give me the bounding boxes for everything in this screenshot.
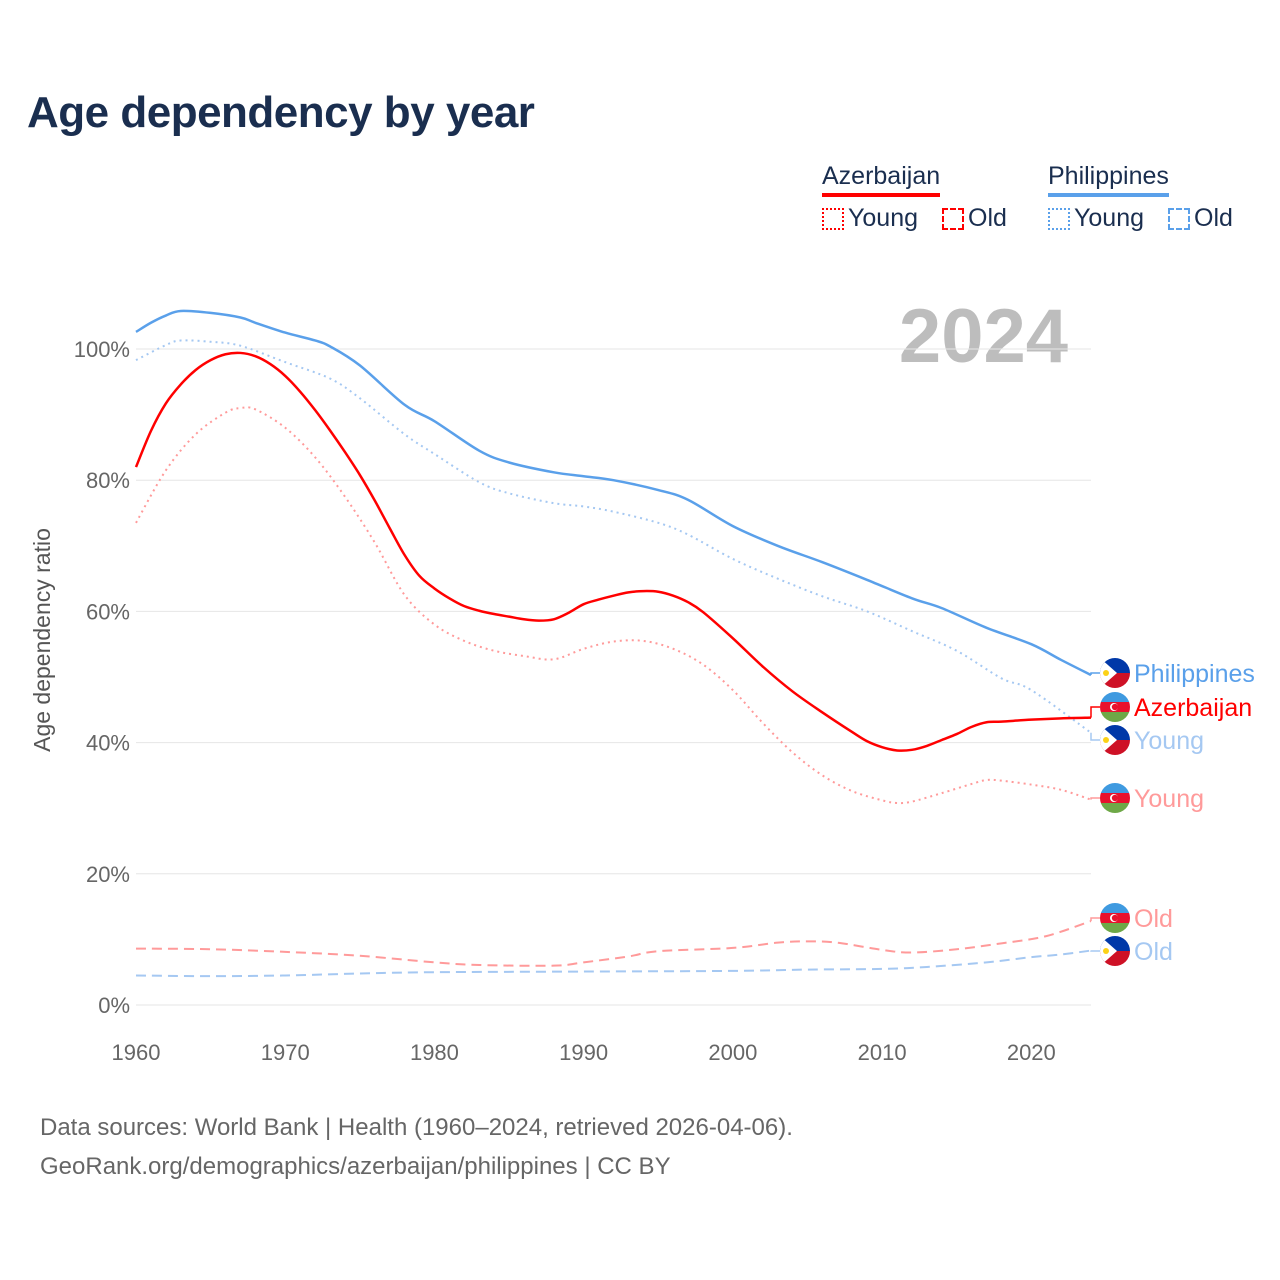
end-label: Azerbaijan (1134, 694, 1252, 722)
source-line-2[interactable]: GeoRank.org/demographics/azerbaijan/phil… (40, 1153, 671, 1180)
dashed-swatch-icon (942, 207, 964, 230)
source-line-1: Data sources: World Bank | Health (1960–… (40, 1114, 793, 1141)
azerbaijan-flag-icon (1100, 903, 1130, 933)
label-connector (1090, 917, 1100, 922)
legend-philippines-young[interactable]: Young (1048, 204, 1144, 233)
philippines-flag-icon (1100, 936, 1130, 966)
azerbaijan-flag-icon (1100, 692, 1130, 722)
end-label: Old (1134, 905, 1173, 933)
dashed-swatch-icon (1168, 207, 1190, 230)
legend-philippines[interactable]: Philippines (1048, 162, 1169, 197)
legend-label: Young (1074, 204, 1144, 232)
series-line-azerbaijan-old[interactable] (135, 920, 1092, 967)
source-note: Data sources: World Bank | Health (1960–… (40, 1108, 793, 1186)
legend-philippines-old[interactable]: Old (1168, 204, 1233, 233)
y-tick-label: 60% (86, 599, 130, 624)
end-label: Young (1134, 727, 1204, 755)
legend-azerbaijan-old[interactable]: Old (942, 204, 1007, 233)
y-tick-label: 20% (86, 862, 130, 887)
series-line-philippines-young[interactable] (135, 339, 1092, 734)
y-tick-label: 40% (86, 731, 130, 756)
legend-label: Old (1194, 204, 1233, 232)
legend-azerbaijan-young[interactable]: Young (822, 204, 918, 233)
x-tick-label: 2020 (1007, 1040, 1056, 1065)
chart-title: Age dependency by year (27, 88, 535, 137)
y-tick-label: 100% (74, 337, 130, 362)
series-line-philippines[interactable] (135, 309, 1092, 677)
series-line-azerbaijan[interactable] (134, 351, 1092, 752)
x-tick-label: 1970 (261, 1040, 310, 1065)
year-watermark: 2024 (899, 294, 1068, 379)
y-tick-label: 80% (86, 468, 130, 493)
philippines-flag-icon (1100, 658, 1130, 688)
dotted-swatch-icon (1048, 207, 1070, 230)
azerbaijan-flag-icon (1100, 783, 1130, 813)
series-line-philippines-old[interactable] (135, 949, 1092, 978)
x-tick-label: 1960 (112, 1040, 161, 1065)
legend-label: Young (848, 204, 918, 232)
dotted-swatch-icon (822, 207, 844, 230)
series-line-azerbaijan-young[interactable] (135, 406, 1092, 805)
label-connector (1090, 797, 1100, 800)
label-connector (1090, 672, 1100, 676)
x-tick-label: 2010 (858, 1040, 907, 1065)
label-connector (1090, 732, 1100, 741)
end-label: Philippines (1134, 660, 1255, 688)
legend-azerbaijan[interactable]: Azerbaijan (822, 162, 941, 197)
end-label: Young (1134, 785, 1204, 813)
legend-label: Old (968, 204, 1007, 232)
x-tick-label: 1990 (559, 1040, 608, 1065)
x-tick-label: 2000 (708, 1040, 757, 1065)
philippines-flag-icon (1100, 725, 1130, 755)
y-tick-label: 0% (98, 993, 130, 1018)
x-tick-label: 1980 (410, 1040, 459, 1065)
end-label: Old (1134, 938, 1173, 966)
y-axis-label: Age dependency ratio (29, 528, 55, 752)
label-connector (1090, 706, 1100, 718)
